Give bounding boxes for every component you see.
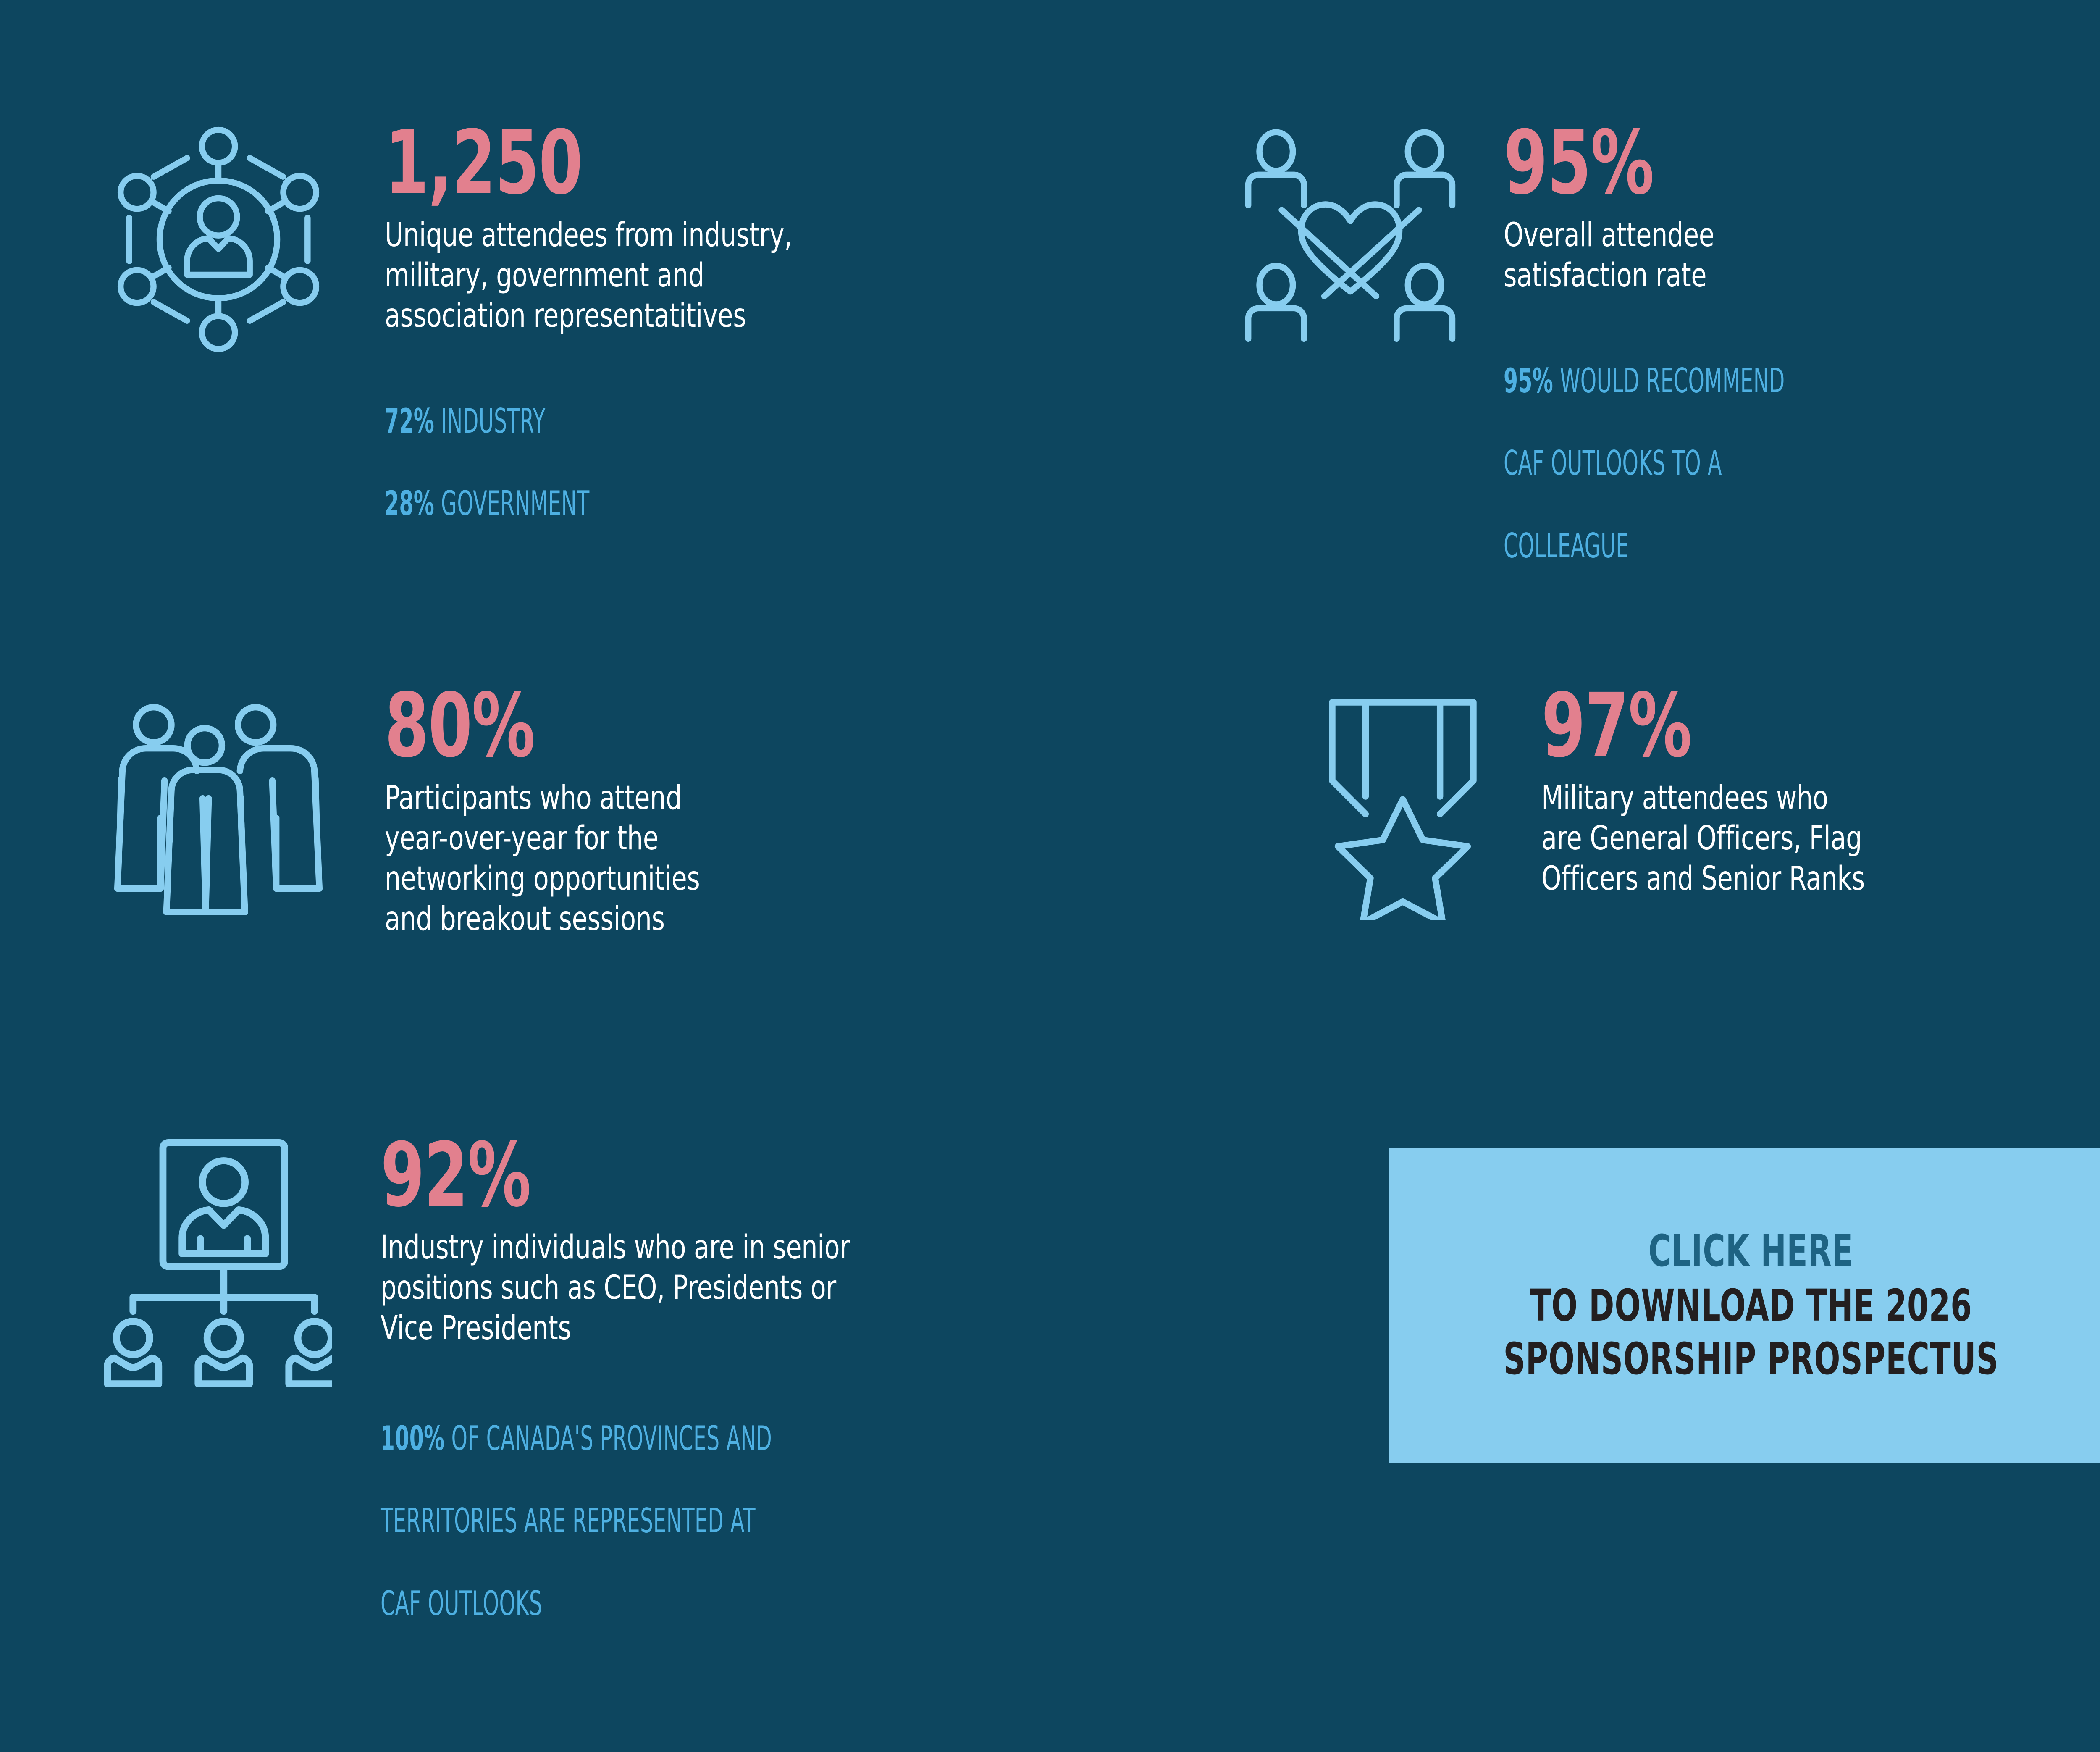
subline-pct: 28% (385, 484, 435, 523)
cta-subline-2: SPONSORSHIP PROSPECTUS (1503, 1333, 1999, 1385)
stat-value-officers: 97% (1541, 674, 1692, 777)
subline-label: INDUSTRY (441, 401, 546, 441)
subline-label: CAF OUTLOOKS TO A (1504, 444, 1722, 483)
cta-subline-1: TO DOWNLOAD THE 2026 (1530, 1280, 1972, 1332)
stat-body-seniority: 92% Industry individuals who are in seni… (332, 1124, 1277, 1666)
subline: 28% GOVERNMENT (385, 483, 934, 524)
subline-pct: 100% (381, 1418, 445, 1458)
people-heart-icon (1239, 122, 1462, 347)
stat-body-returning: 80% Participants who attend year-over-ye… (336, 674, 1193, 940)
network-people-icon (101, 122, 336, 359)
subline-pct: 95% (1504, 361, 1554, 400)
subline: 95% WOULD RECOMMEND (1504, 360, 1981, 402)
stat-sublines-attendees: 72% INDUSTRY 28% GOVERNMENT (385, 359, 934, 566)
subline: CAF OUTLOOKS TO A (1504, 443, 1981, 484)
stat-block-returning: 80% Participants who attend year-over-ye… (101, 674, 1193, 940)
stat-description-returning: Participants who attend year-over-year f… (385, 779, 700, 938)
stat-sublines-seniority: 100% OF CANADA'S PROVINCES AND TERRITORI… (381, 1376, 990, 1666)
subline-label: CAF OUTLOOKS (381, 1584, 543, 1623)
stat-description-satisfaction: Overall attendee satisfaction rate (1504, 216, 1714, 295)
spacer (385, 336, 1193, 359)
subline-label: GOVERNMENT (441, 484, 590, 523)
stat-block-officers: 97% Military attendees who are General O… (1315, 674, 2100, 926)
subline-pct: 72% (385, 401, 435, 441)
stat-value-attendees: 1,250 (385, 111, 583, 214)
stat-block-attendees: 1,250 Unique attendees from industry, mi… (101, 111, 1193, 566)
stat-block-satisfaction: 95% Overall attendee satisfaction rate 9… (1239, 111, 2100, 608)
subline-label: COLLEAGUE (1504, 526, 1629, 566)
medal-star-icon (1315, 685, 1491, 926)
stat-description-attendees: Unique attendees from industry, military… (385, 216, 793, 335)
stat-body-officers: 97% Military attendees who are General O… (1491, 674, 2100, 899)
subline-label: OF CANADA'S PROVINCES AND (451, 1418, 772, 1458)
subline: TERRITORIES ARE REPRESENTED AT (381, 1500, 990, 1542)
subline-label: WOULD RECOMMEND (1560, 361, 1785, 400)
subline: COLLEAGUE (1504, 525, 1981, 567)
stat-body-attendees: 1,250 Unique attendees from industry, mi… (336, 111, 1193, 566)
stat-value-satisfaction: 95% (1504, 111, 1654, 214)
three-people-group-icon (101, 685, 336, 922)
stat-value-seniority: 92% (381, 1124, 531, 1227)
subline: 100% OF CANADA'S PROVINCES AND (381, 1418, 990, 1459)
spacer (1504, 296, 2100, 319)
stat-description-seniority: Industry individuals who are in senior p… (381, 1229, 850, 1347)
spacer (381, 1349, 1277, 1376)
stat-sublines-satisfaction: 95% WOULD RECOMMEND CAF OUTLOOKS TO A CO… (1504, 319, 1981, 608)
download-prospectus-button[interactable]: CLICK HERE TO DOWNLOAD THE 2026 SPONSORS… (1389, 1148, 2100, 1463)
cta-click-here-label: CLICK HERE (1648, 1225, 1853, 1277)
subline-label: TERRITORIES ARE REPRESENTED AT (381, 1501, 756, 1541)
stat-body-satisfaction: 95% Overall attendee satisfaction rate 9… (1462, 111, 2100, 608)
stat-value-returning: 80% (385, 674, 536, 777)
stat-description-officers: Military attendees who are General Offic… (1541, 779, 1865, 898)
org-chart-icon (101, 1134, 344, 1397)
subline: 72% INDUSTRY (385, 401, 934, 442)
subline: CAF OUTLOOKS (381, 1583, 990, 1624)
stat-block-seniority: 92% Industry individuals who are in seni… (101, 1124, 1277, 1666)
